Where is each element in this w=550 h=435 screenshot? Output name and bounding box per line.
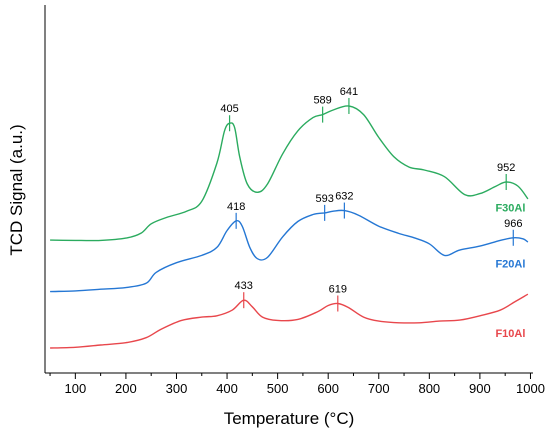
x-tick-label: 100 [64,381,86,396]
series-label: F30Al [495,203,525,215]
peak-label: 405 [220,103,238,115]
x-tick-label: 900 [469,381,491,396]
y-axis-title: TCD Signal (a.u.) [7,124,26,255]
series-line [50,293,529,349]
peak-label: 641 [340,86,358,98]
peak-label: 593 [315,193,333,205]
x-tick-label: 700 [368,381,390,396]
x-tick-label: 300 [166,381,188,396]
series-f10al: 433 619 F10Al [50,280,529,349]
series-line [50,209,529,293]
x-tick-label: 600 [317,381,339,396]
series-f20al: 418 593 632 966 F20Al [50,191,529,293]
plot-area: 405 589 641 952 F30Al 418 593 632 966 F20Al 433 619… [50,86,529,349]
series-label: F20Al [495,258,525,270]
x-tick-label: 800 [418,381,440,396]
peak-label: 619 [329,284,347,296]
peak-label: 433 [235,280,253,292]
series-label: F10Al [495,328,525,340]
series-f30al: 405 589 641 952 F30Al [50,86,529,242]
x-axis: 100 200 300 400 500 600 700 800 900 1000 [45,372,545,396]
peak-label: 418 [227,201,245,213]
peak-label: 952 [497,162,515,174]
x-tick-label: 1000 [516,381,545,396]
peak-label: 966 [504,218,522,230]
x-tick-label: 400 [216,381,238,396]
series-line [50,105,529,242]
x-tick-label: 200 [115,381,137,396]
x-axis-title: Temperature (°C) [224,409,355,428]
x-tick-label: 500 [267,381,289,396]
peak-label: 632 [335,191,353,203]
peak-label: 589 [313,95,331,107]
